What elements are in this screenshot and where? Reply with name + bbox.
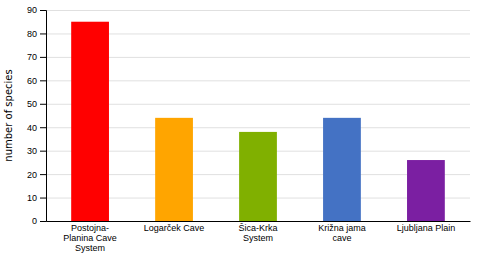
grid-tick <box>46 221 470 222</box>
y-tick: 80 <box>27 29 46 39</box>
x-tick-label-line: Šica-Krka <box>238 223 277 233</box>
y-tick: 50 <box>27 99 46 109</box>
y-axis: 0 10 20 30 40 50 60 70 80 90 <box>27 5 47 226</box>
x-tick-label-line: System <box>75 243 105 253</box>
y-tick: 0 <box>32 216 46 226</box>
grid-line <box>46 104 470 105</box>
x-tick-label: Postojna-Planina CaveSystem <box>63 223 117 253</box>
grid-line <box>46 57 470 58</box>
x-tick-label: Šica-KrkaSystem <box>238 223 277 243</box>
y-tick-label: 70 <box>27 52 37 62</box>
grid-tick <box>46 127 470 128</box>
x-tick-label: Logarček Cave <box>144 223 205 233</box>
grid-tick <box>46 33 470 34</box>
y-tick-mark <box>40 151 46 152</box>
y-tick-mark <box>40 57 46 58</box>
grid-tick <box>46 57 470 58</box>
y-tick-label: 20 <box>27 169 37 179</box>
bar <box>407 160 445 221</box>
chart: 0 10 20 30 40 50 60 70 80 90 Postojna-Planina Cave… <box>0 0 480 261</box>
grid-line <box>46 127 470 128</box>
y-tick-label: 50 <box>27 99 37 109</box>
x-axis: Postojna-Planina CaveSystemLogarček Cave… <box>47 222 471 254</box>
x-tick-label-line: System <box>243 233 273 243</box>
y-tick-label: 90 <box>27 5 37 15</box>
grid-tick <box>46 10 470 11</box>
y-tick: 90 <box>27 5 46 15</box>
x-tick-label-line: Ljubljana Plain <box>397 223 456 233</box>
x-tick-label-line: Postojna- <box>71 223 109 233</box>
grid-line <box>46 221 470 222</box>
bars <box>71 22 445 221</box>
x-tick-label-line: Logarček Cave <box>144 223 205 233</box>
x-tick: Logarček Cave <box>144 223 205 233</box>
y-tick-label: 30 <box>27 146 37 156</box>
y-tick-label: 40 <box>27 123 37 133</box>
bar <box>71 22 109 221</box>
grid-line <box>46 33 470 34</box>
y-tick-label: 10 <box>27 193 37 203</box>
x-tick: Postojna-Planina CaveSystem <box>63 223 117 253</box>
y-tick-label: 80 <box>27 29 37 39</box>
y-tick: 30 <box>27 146 46 156</box>
y-tick-mark <box>40 198 46 199</box>
y-axis-line <box>40 11 47 222</box>
x-tick-label-line: cave <box>332 233 351 243</box>
y-tick: 10 <box>27 193 46 203</box>
x-tick-label-line: Planina Cave <box>63 233 117 243</box>
y-tick-mark <box>40 10 46 11</box>
chart-container: 0 10 20 30 40 50 60 70 80 90 Postojna-Planina Cave… <box>0 0 480 261</box>
grid-tick <box>46 104 470 105</box>
y-tick-mark <box>40 33 46 34</box>
y-axis-title: number of species <box>3 69 14 161</box>
y-tick: 60 <box>27 76 46 86</box>
y-tick-mark <box>40 80 46 81</box>
x-tick-label-line: Križna jama <box>318 223 366 233</box>
y-tick-mark <box>40 104 46 105</box>
y-tick-label: 60 <box>27 76 37 86</box>
plot: 0 10 20 30 40 50 60 70 80 90 Postojna-Planina Cave… <box>27 5 471 253</box>
grid-line <box>46 10 470 11</box>
y-tick-label: 0 <box>32 216 37 226</box>
y-tick: 40 <box>27 123 46 133</box>
x-tick: Šica-KrkaSystem <box>238 223 277 243</box>
x-tick: Ljubljana Plain <box>397 223 456 233</box>
grid-tick <box>46 80 470 81</box>
y-tick: 70 <box>27 52 46 62</box>
grid <box>46 11 470 222</box>
bar <box>239 132 277 221</box>
y-tick: 20 <box>27 169 46 179</box>
y-tick-mark <box>40 174 46 175</box>
x-axis-line <box>47 221 471 222</box>
y-tick-mark <box>40 127 46 128</box>
x-tick-label: Ljubljana Plain <box>397 223 456 233</box>
bar <box>155 118 193 221</box>
y-tick-mark <box>40 221 46 222</box>
x-tick-label: Križna jamacave <box>318 223 366 243</box>
grid-line <box>46 80 470 81</box>
bar <box>323 118 361 221</box>
x-tick: Križna jamacave <box>318 223 366 243</box>
